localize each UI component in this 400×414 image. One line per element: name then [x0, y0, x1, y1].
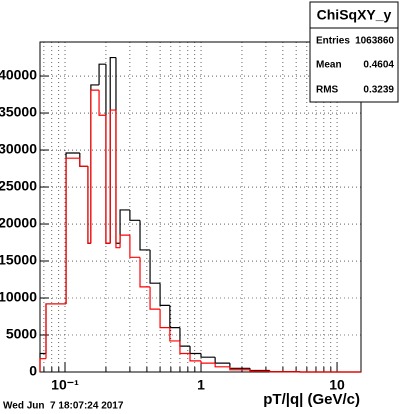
histogram-bin [214, 357, 230, 364]
histogram-bin [105, 64, 111, 244]
histogram-bin [129, 209, 141, 221]
histogram-bin [189, 346, 202, 355]
histogram-bin [115, 57, 121, 244]
histogram-bin [39, 358, 46, 372]
histogram-bin [169, 305, 180, 329]
histogram-bin [39, 352, 46, 372]
stats-box [309, 1, 399, 103]
histogram-bin [179, 327, 191, 347]
histogram-bin [87, 166, 91, 244]
stats-value: 0.4604 [363, 60, 394, 71]
histogram-bin [179, 340, 191, 355]
y-tick-label: 20000 [0, 215, 37, 231]
stats-label: Entries [316, 36, 350, 47]
timestamp: Wed Jun 7 18:07:24 2017 [3, 401, 124, 412]
histogram-bin [115, 110, 121, 249]
stats-value: 1063860 [355, 36, 394, 47]
chart-title: ChiSqXY_y [317, 7, 392, 23]
histogram-bin [249, 369, 270, 372]
histogram-bin [159, 283, 170, 307]
histogram-bin [159, 309, 170, 329]
histogram-bin [214, 363, 230, 368]
histogram-bin [119, 209, 130, 244]
stats-value: 0.3239 [363, 85, 394, 96]
histogram-bin [249, 368, 270, 372]
stats-label: RMS [316, 85, 339, 96]
histogram-bin [129, 235, 141, 258]
histogram-bin [79, 152, 88, 167]
y-tick-label: 40000 [0, 67, 37, 83]
y-tick-label: 5000 [6, 326, 37, 342]
histogram-bin [79, 158, 88, 167]
histogram-bin [189, 353, 202, 362]
histogram-bin [169, 327, 180, 342]
histogram-bin [229, 363, 250, 369]
stats-label: Mean [316, 60, 342, 71]
histogram-bin [65, 157, 80, 304]
x-axis-label: pT/|q| (GeV/c) [263, 391, 360, 408]
histogram-bin [109, 56, 116, 244]
histogram-bin [90, 84, 100, 244]
histogram-bin [149, 286, 161, 310]
histogram-bin [45, 303, 67, 354]
histogram-bin [149, 249, 161, 284]
y-tick-label: 15000 [0, 252, 37, 268]
y-tick-label: 35000 [0, 104, 37, 120]
histogram-bin [139, 220, 151, 251]
x-tick-label: 1 [197, 377, 205, 393]
histogram-bin [200, 353, 216, 358]
histogram-bin [98, 63, 106, 85]
x-tick-label: 10⁻¹ [51, 377, 79, 393]
y-tick-label: 25000 [0, 178, 37, 194]
y-tick-label: 10000 [0, 289, 37, 305]
histogram-bin [139, 257, 151, 288]
histogram-bin [98, 90, 106, 116]
y-tick-label: 0 [29, 363, 37, 379]
y-tick-label: 30000 [0, 141, 37, 157]
histogram-bin [119, 234, 130, 248]
histogram-bin [229, 366, 250, 371]
histogram-bin [109, 109, 116, 244]
histogram-bin [200, 360, 216, 364]
histogram-bin [65, 152, 80, 304]
histogram-bin [105, 115, 111, 244]
histogram-bin [45, 303, 67, 359]
histogram-bin [269, 371, 301, 373]
histogram-bin [90, 89, 100, 244]
x-tick-label: 10 [329, 377, 345, 393]
